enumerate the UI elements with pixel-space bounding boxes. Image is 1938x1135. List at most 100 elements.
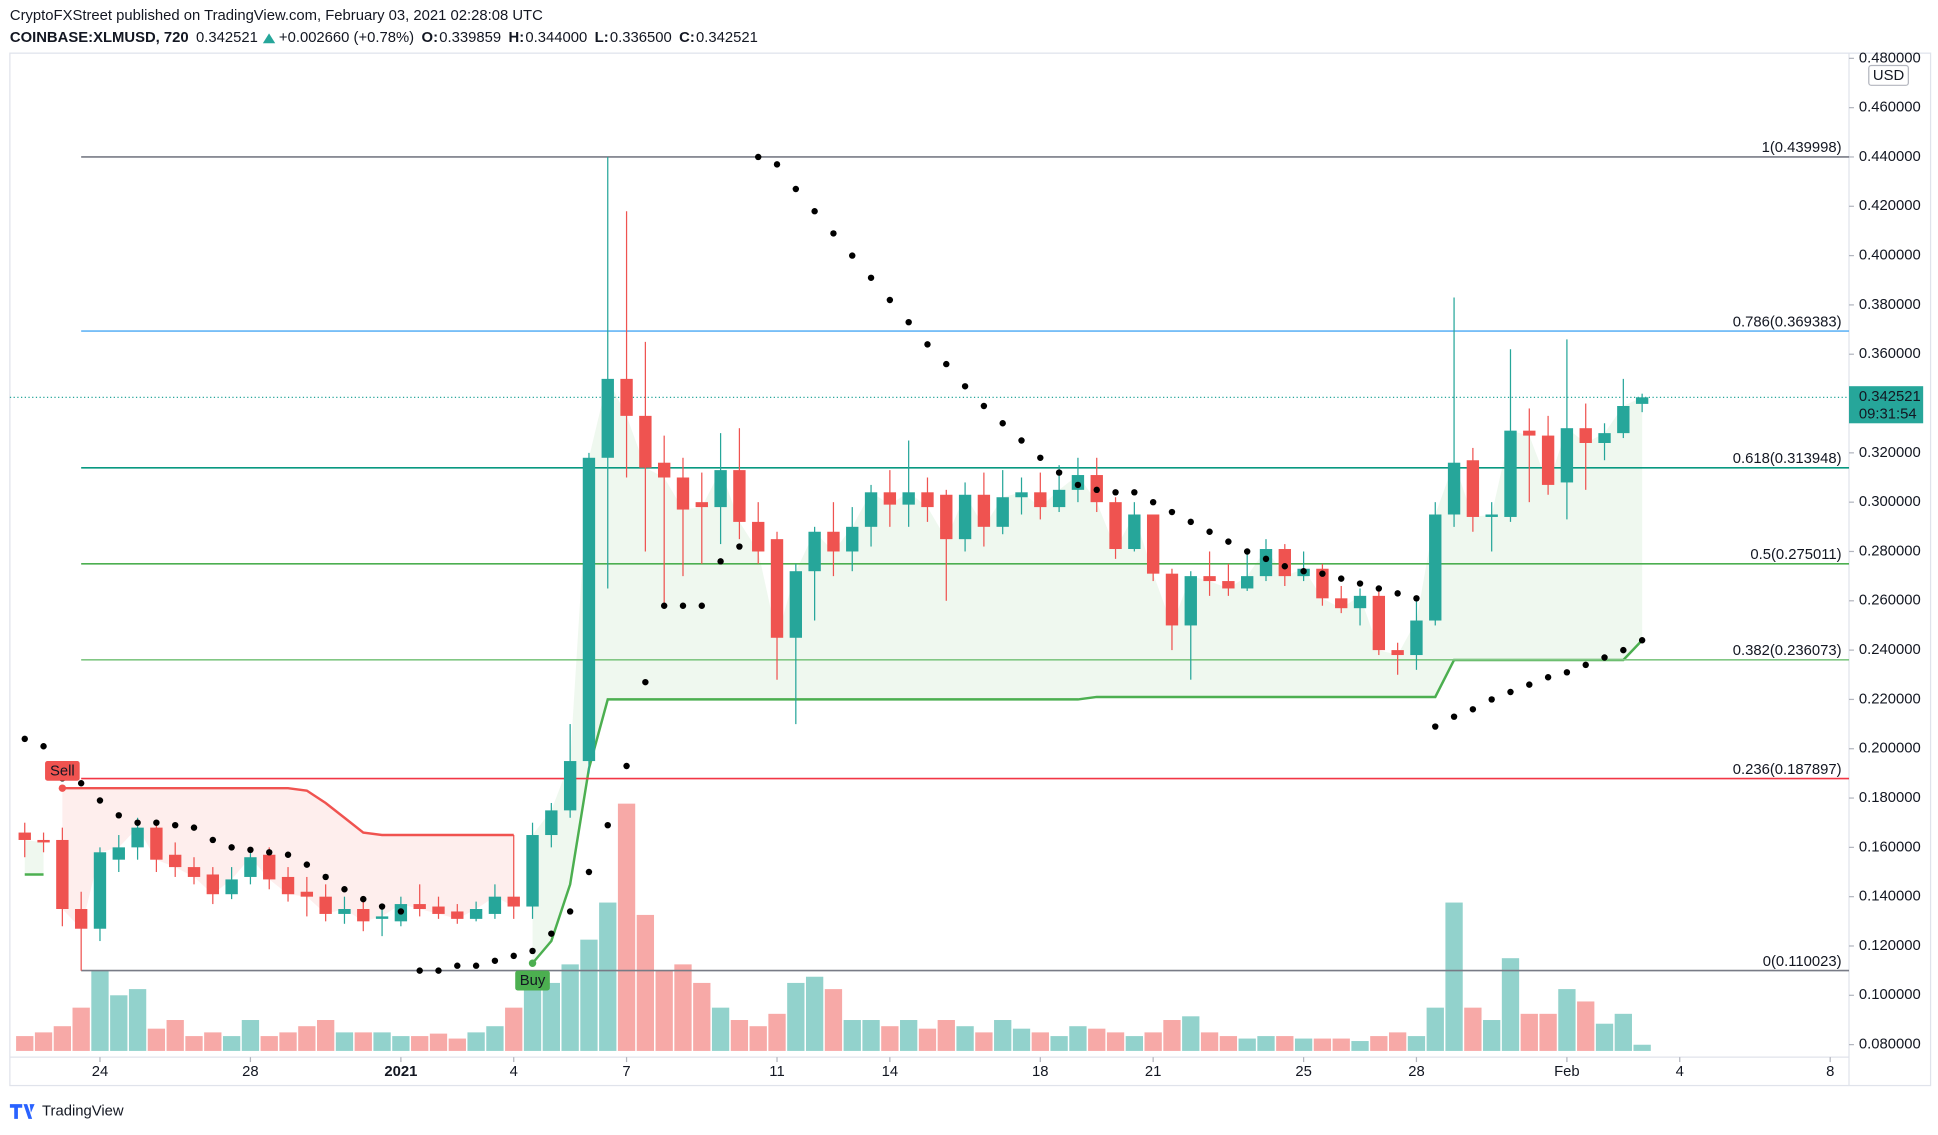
candle-body: [469, 909, 483, 919]
candle-body: [563, 761, 577, 811]
volume-bar: [110, 995, 128, 1051]
candle-body: [714, 470, 727, 508]
psar-dot: [1375, 585, 1383, 592]
psar-dot: [1526, 681, 1533, 688]
volume-bar: [711, 1007, 730, 1051]
candle-body: [1015, 492, 1028, 498]
y-tick-label: 0.240000: [1859, 642, 1921, 658]
candle-body: [1391, 650, 1404, 656]
psar-dot: [1112, 489, 1119, 496]
trend-fill: [532, 378, 1643, 964]
legend-text: 0.344000: [525, 30, 587, 46]
volume-bar: [1069, 1026, 1087, 1051]
psar-dot: [1149, 498, 1157, 506]
volume-bar: [937, 1020, 955, 1051]
psar-dot: [623, 762, 630, 770]
volume-bar: [1031, 1032, 1049, 1051]
signal-dot: [58, 784, 67, 792]
currency: USD: [1873, 68, 1904, 84]
candle-body: [1485, 514, 1498, 517]
psar-dot: [1225, 538, 1232, 545]
volume-bar: [1219, 1036, 1238, 1051]
volume-bar: [317, 1020, 335, 1051]
candle-body: [996, 497, 1009, 527]
psar-dot: [472, 962, 480, 969]
psar-dot: [134, 819, 141, 826]
volume-bar: [787, 982, 805, 1051]
candle-body: [883, 492, 897, 505]
volume-bar: [881, 1026, 899, 1051]
psar-dot: [849, 252, 856, 259]
psar-dot: [284, 851, 292, 858]
x-tick-label: 2021: [384, 1064, 417, 1080]
volume-bar: [523, 989, 542, 1051]
x-tick-label: 21: [1145, 1064, 1161, 1080]
psar-dot: [1131, 489, 1138, 496]
psar-dot: [303, 861, 311, 868]
trend-line: [62, 786, 514, 837]
brand-logo: [9, 1104, 35, 1119]
psar-dot: [1187, 518, 1194, 526]
candle-body: [263, 854, 276, 880]
volume-bar: [655, 970, 673, 1051]
candle-body: [639, 415, 652, 468]
candle-body: [921, 492, 934, 508]
x-tick-label: 18: [1032, 1064, 1048, 1080]
candle-body: [1635, 397, 1649, 404]
psar-dot: [360, 895, 367, 903]
volume-bar: [749, 1026, 767, 1051]
candle-body: [37, 839, 50, 843]
candle-body: [1410, 620, 1423, 656]
psar-dot: [1356, 580, 1364, 587]
volume-bar: [1182, 1016, 1200, 1051]
psar-dot: [228, 844, 235, 851]
volume-bar: [730, 1020, 749, 1051]
candle-body: [1579, 428, 1592, 443]
candle-body: [582, 457, 596, 762]
volume-bar: [1558, 989, 1576, 1051]
psar-dot: [1638, 637, 1646, 644]
up-arrow: [262, 33, 276, 44]
volume-bar: [1050, 1036, 1068, 1051]
candle-body: [695, 502, 708, 508]
psar-dot: [322, 873, 329, 881]
volume-bar: [956, 1026, 974, 1051]
trend-fill: [24, 839, 44, 875]
y-tick-label: 0.080000: [1859, 1037, 1921, 1053]
candle-body: [1034, 492, 1047, 508]
volume-bar: [617, 803, 636, 1051]
volume-bar: [53, 1026, 72, 1051]
x-tick-label: 28: [242, 1064, 258, 1080]
volume-bar: [1407, 1036, 1426, 1051]
x-tick-label: 11: [769, 1064, 784, 1080]
volume-bar: [128, 989, 147, 1051]
y-tick-label: 0.120000: [1859, 938, 1921, 954]
volume-bar: [204, 1032, 222, 1051]
psar-dot: [1507, 688, 1514, 696]
volume-bar: [1370, 1036, 1388, 1051]
candle-body: [1109, 502, 1122, 550]
volume-bar: [1125, 1036, 1144, 1051]
psar-dot: [642, 678, 649, 686]
candle-body: [319, 896, 332, 914]
currency-box: [1868, 64, 1909, 86]
psar-dot: [961, 383, 969, 390]
psar-dot: [1319, 570, 1326, 577]
volume-bar: [392, 1036, 410, 1051]
y-tick-label: 0.360000: [1859, 346, 1921, 362]
volume-bar: [1200, 1032, 1219, 1051]
signal-box: [45, 760, 80, 781]
y-tick-label: 0.460000: [1859, 100, 1921, 116]
psar-dot: [1262, 555, 1270, 563]
y-tick-label: 0.260000: [1859, 593, 1921, 609]
volume-bar: [1238, 1038, 1256, 1051]
x-tick-label: 24: [92, 1064, 108, 1080]
volume-bar: [260, 1036, 278, 1051]
volume-bar: [1577, 1001, 1595, 1051]
countdown: 09:31:54: [1859, 407, 1917, 423]
candle-body: [808, 531, 821, 572]
candle-body: [225, 879, 238, 895]
psar-dot: [1450, 713, 1458, 720]
volume-bar: [147, 1028, 166, 1051]
psar-dot: [717, 558, 724, 565]
